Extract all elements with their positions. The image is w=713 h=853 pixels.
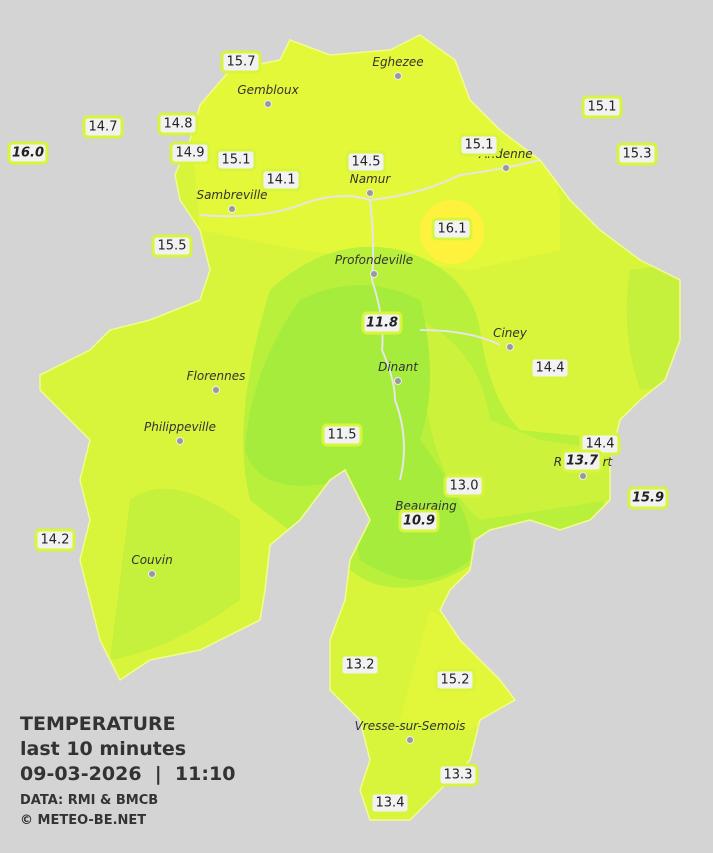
station-box (7, 141, 49, 165)
station-value: 13.7 (566, 454, 599, 469)
legend-title: TEMPERATURE (20, 713, 176, 735)
station-value: 15.3 (623, 147, 652, 162)
station-box (34, 528, 76, 552)
station-box (321, 423, 363, 447)
station-box (157, 112, 199, 136)
station-box (529, 356, 571, 380)
station-value: 14.8 (164, 117, 193, 132)
station-value: 14.4 (536, 361, 565, 376)
station-value: 15.7 (227, 55, 256, 70)
station-value: 15.5 (158, 239, 187, 254)
station-value: 13.2 (346, 658, 375, 673)
legend-copyright: © METEO-BE.NET (20, 813, 146, 828)
city-label: Eghezee (372, 55, 423, 69)
station-box (398, 509, 440, 533)
city-dot (176, 437, 184, 445)
station-box (82, 115, 124, 139)
station-box (260, 168, 302, 192)
station-value: 15.1 (222, 153, 251, 168)
station-value: 11.5 (328, 428, 357, 443)
city-label: Namur (350, 172, 392, 186)
city-label: Gembloux (237, 83, 299, 97)
station-value: 13.4 (376, 796, 405, 811)
city-dot (370, 270, 378, 278)
station-value: 15.9 (632, 491, 664, 506)
station-box (169, 141, 211, 165)
station-box (581, 95, 623, 119)
legend-source: DATA: RMI & BMCB (20, 793, 158, 808)
station-value: 14.9 (176, 146, 205, 161)
station-box (215, 148, 257, 172)
station-value: 14.7 (89, 120, 118, 135)
city-label: Couvin (131, 553, 172, 567)
city-label: Vresse-sur-Semois (355, 719, 466, 733)
city-label: Profondeville (335, 253, 413, 267)
station-value: 13.3 (444, 768, 473, 783)
city-dot (502, 164, 510, 172)
station-box (434, 668, 476, 692)
station-box (561, 449, 603, 473)
station-value: 14.1 (267, 173, 296, 188)
station-value: 15.2 (441, 673, 470, 688)
station-box (431, 217, 473, 241)
city-label: Philippeville (144, 420, 216, 434)
station-value: 14.5 (352, 155, 381, 170)
city-dot (406, 736, 414, 744)
station-value: 14.2 (41, 533, 70, 548)
city-label: Sambreville (196, 188, 267, 202)
city-label: Ciney (493, 326, 528, 340)
station-box (369, 791, 411, 815)
city-dot (228, 205, 236, 213)
legend-timestamp: 09-03-2026 | 11:10 (20, 763, 235, 785)
station-value: 15.1 (588, 100, 617, 115)
station-box (458, 133, 500, 157)
legend-subtitle: last 10 minutes (20, 738, 186, 760)
city-dot (579, 472, 587, 480)
station-value: 11.8 (366, 316, 398, 331)
city-dot (506, 343, 514, 351)
city-dot (366, 189, 374, 197)
city-dot (148, 570, 156, 578)
station-box (361, 311, 403, 335)
station-box (627, 486, 669, 510)
station-value: 13.0 (450, 479, 479, 494)
station-box (151, 234, 193, 258)
station-value: 16.0 (12, 146, 44, 161)
station-value: 16.1 (438, 222, 467, 237)
city-dot (394, 72, 402, 80)
station-value: 15.1 (465, 138, 494, 153)
station-box (339, 653, 381, 677)
station-box (616, 142, 658, 166)
city-label: Florennes (187, 369, 246, 383)
city-label: Dinant (378, 360, 419, 374)
city-dot (394, 377, 402, 385)
station-value: 10.9 (403, 514, 435, 529)
station-box (443, 474, 485, 498)
station-value: 14.4 (586, 437, 615, 452)
rivers (199, 159, 541, 481)
station-box (437, 763, 479, 787)
station-box (345, 150, 387, 174)
station-box (220, 50, 262, 74)
city-dot (212, 386, 220, 394)
city-dot (264, 100, 272, 108)
